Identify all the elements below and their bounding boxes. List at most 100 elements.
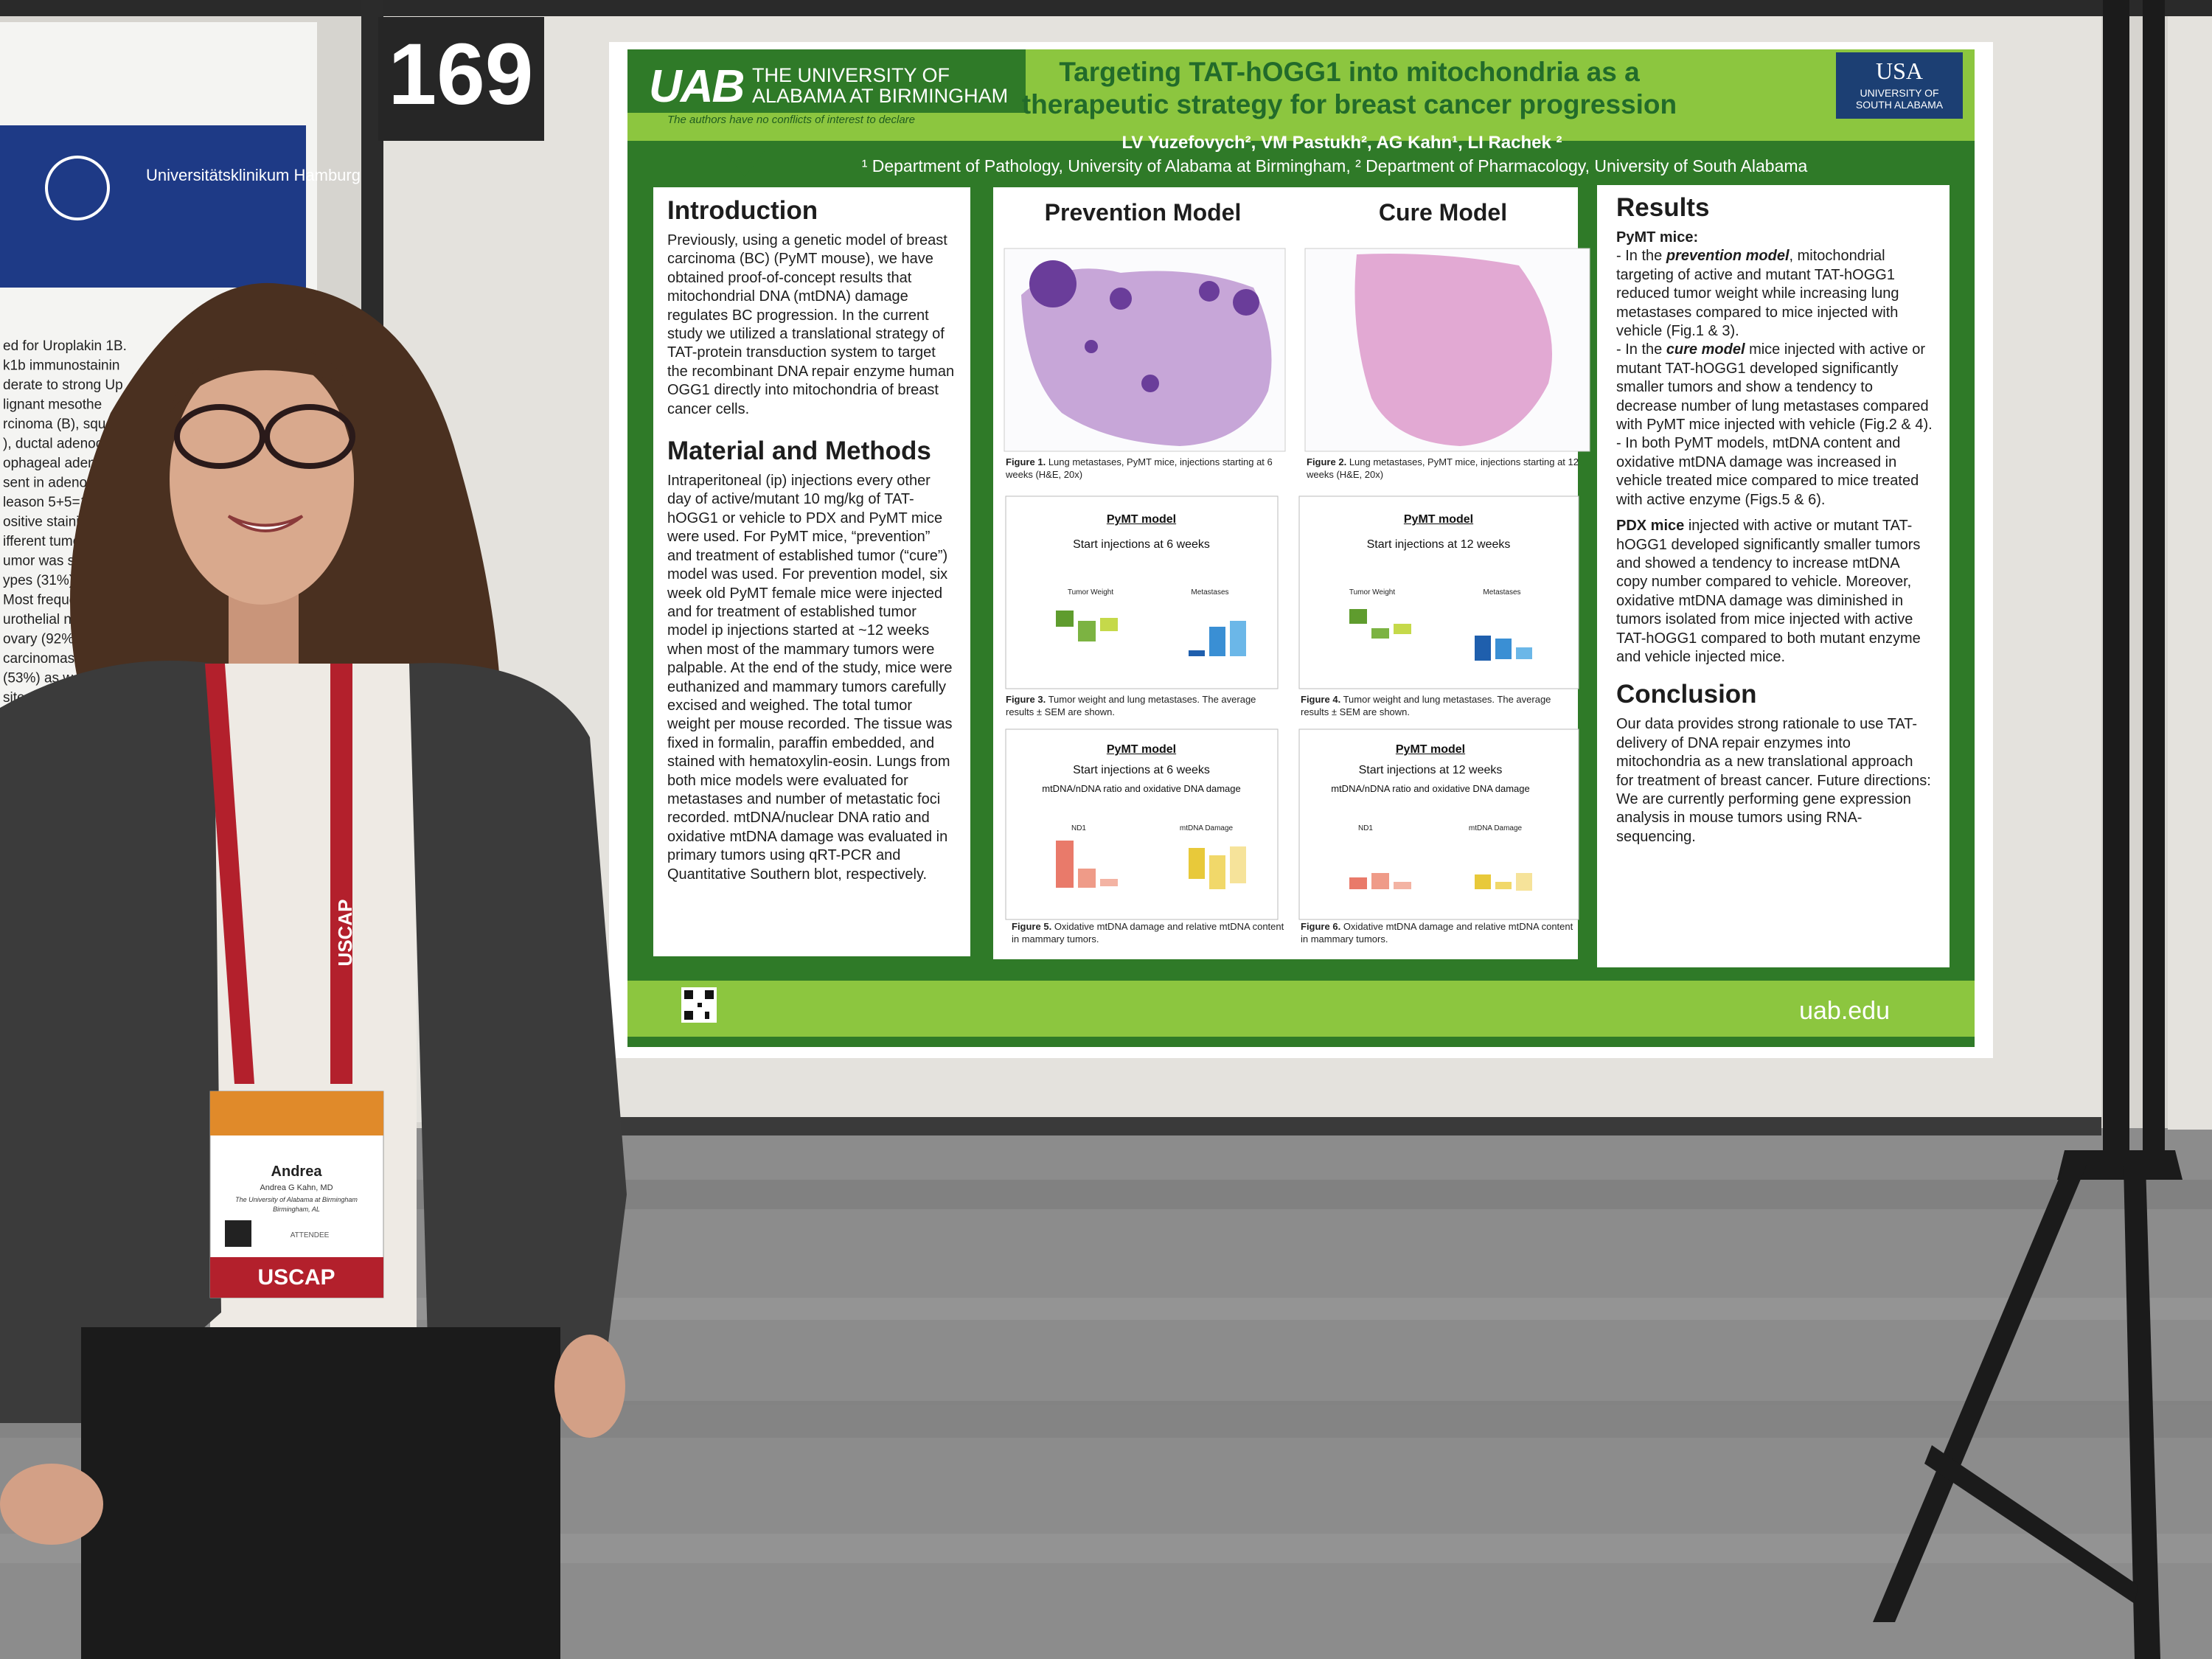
left-poster-line: rcinoma (B), squ <box>3 417 105 432</box>
stand-pole <box>2103 0 2129 1150</box>
panel-label: Tumor Weight <box>1349 588 1396 597</box>
footer-url: uab.edu <box>1799 997 1890 1025</box>
caption-text: Tumor weight and lung metastases. The av… <box>1006 694 1256 717</box>
badge-footer <box>210 1257 383 1298</box>
text: injected with active or mutant TAT-hOGG1… <box>1616 518 1921 665</box>
badge-full-name: Andrea G Kahn, MD <box>260 1183 333 1192</box>
badge-org: USCAP <box>257 1265 335 1290</box>
stand-leg <box>1873 1165 2087 1622</box>
usa-mark: USA <box>1875 58 1923 84</box>
metastases <box>1029 260 1259 392</box>
left-poster-line: ifferent tumor <box>3 534 86 549</box>
panel-subtitle: Start injections at 6 weeks <box>1073 538 1210 551</box>
pants <box>81 1327 560 1659</box>
caption-label: Figure 4. <box>1301 694 1341 705</box>
hand <box>0 1464 103 1545</box>
left-poster-line: ed for Uroplakin 1B. <box>3 338 127 354</box>
figure-caption: Figure 5. Oxidative mtDNA damage and rel… <box>1012 920 1292 945</box>
panel-label: Metastases <box>1191 588 1229 597</box>
results-paragraph: - In the cure model mice injected with a… <box>1616 341 1933 434</box>
section-heading: Introduction <box>667 196 818 225</box>
poster-footer <box>627 981 1975 1037</box>
authors: LV Yuzefovych², VM Pastukh², AG Kahn¹, L… <box>1121 133 1562 153</box>
booth-number: 169 <box>389 26 534 123</box>
results-box <box>1597 185 1950 967</box>
results-label: PyMT mice: <box>1616 229 1699 246</box>
top-frame <box>0 0 2212 16</box>
lung-tissue <box>1354 254 1552 446</box>
results-paragraph: - In the prevention model, mitochondrial… <box>1616 247 1933 341</box>
panel-title: PyMT model <box>1403 513 1474 526</box>
section-text: Previously, using a genetic model of bre… <box>667 232 955 417</box>
uab-triangle <box>717 141 773 177</box>
hair-fringe <box>170 347 347 413</box>
caption-label: Figure 2. <box>1307 456 1347 467</box>
left-poster-line: ypes (31%) h <box>3 573 86 588</box>
stand-brace <box>1924 1445 2138 1604</box>
intro-column: Introduction Previously, using a genetic… <box>667 196 956 884</box>
panel-subtitle: Start injections at 12 weeks <box>1366 538 1511 551</box>
chart-panel <box>1005 728 1279 920</box>
caption-text: Oxidative mtDNA damage and relative mtDN… <box>1012 921 1284 945</box>
left-poster-banner <box>0 125 306 288</box>
poster-title: Targeting TAT-hOGG1 into mitochondria as… <box>1021 57 1677 119</box>
caption-label: Figure 3. <box>1006 694 1046 705</box>
usa-logo <box>1836 52 1963 119</box>
booth-number-plate <box>378 17 544 141</box>
left-poster-line: ), ductal adenoc <box>3 437 102 452</box>
panel-title: PyMT model <box>1395 743 1466 756</box>
panel-note: mtDNA/nDNA ratio and oxidative DNA damag… <box>1331 783 1530 794</box>
lanyard <box>330 664 352 1084</box>
left-poster-line: sent in adenoc <box>3 476 94 491</box>
panel-label: ND1 <box>1357 824 1373 832</box>
left-poster-line: ovary (92%), <box>3 632 83 647</box>
institution: THE UNIVERSITY OF ALABAMA AT BIRMINGHAM <box>752 64 1009 107</box>
emphasis: PDX mice <box>1616 518 1685 535</box>
section-heading: Results <box>1616 193 1710 222</box>
glasses <box>264 404 355 469</box>
emphasis: cure model <box>1666 341 1745 358</box>
caption-text: Lung metastases, PyMT mice, injections s… <box>1006 456 1273 480</box>
chart-panel <box>1005 495 1279 689</box>
section-text: Our data provides strong rationale to us… <box>1616 716 1931 845</box>
text: mice injected with active or mutant TAT-… <box>1616 341 1933 434</box>
qr-pattern <box>684 990 714 1020</box>
badge-text: Andrea Andrea G Kahn, MD The University … <box>235 1164 358 1290</box>
smile <box>227 515 304 532</box>
badge-city: Birmingham, AL <box>273 1206 320 1213</box>
panel-note: mtDNA/nDNA ratio and oxidative DNA damag… <box>1042 783 1241 794</box>
stand-leg <box>2124 1165 2160 1659</box>
usa-name: UNIVERSITY OF SOUTH ALABAMA <box>1855 87 1944 111</box>
next-board <box>2168 16 2212 1130</box>
panel-title: PyMT model <box>1106 513 1177 526</box>
lung-tissue <box>1021 268 1272 446</box>
figure-heading: Cure Model <box>1378 199 1508 226</box>
section-heading: Material and Methods <box>667 437 931 466</box>
panel-title: PyMT model <box>1106 743 1177 756</box>
badge-name: Andrea <box>271 1164 323 1180</box>
face <box>170 354 354 605</box>
figure-heading: Prevention Model <box>1044 199 1242 226</box>
badge-role: ATTENDEE <box>291 1231 330 1239</box>
results-paragraph: PDX mice injected with active or mutant … <box>1616 517 1933 667</box>
caption-text: Tumor weight and lung metastases. The av… <box>1301 694 1551 717</box>
results-paragraph: - In both PyMT models, mtDNA content and… <box>1616 435 1919 508</box>
left-poster-line: ositive staining <box>3 515 95 530</box>
uab-block <box>627 49 1026 113</box>
caption-text: Lung metastases, PyMT mice, injections s… <box>1307 456 1579 480</box>
left-poster-line: Most frequent <box>3 593 89 608</box>
caption-label: Figure 1. <box>1006 456 1046 467</box>
badge-qr <box>225 1220 251 1247</box>
emphasis: prevention model <box>1666 248 1790 265</box>
left-poster-line: ophageal aden <box>3 456 96 471</box>
left-poster-line: urothelial neo <box>3 612 87 627</box>
intro-box <box>653 187 970 956</box>
panel-subtitle: Start injections at 12 weeks <box>1358 764 1503 776</box>
jacket <box>0 661 221 1423</box>
stand-pole <box>2143 0 2165 1150</box>
jacket <box>409 663 627 1371</box>
panel-label: Tumor Weight <box>1067 588 1114 597</box>
